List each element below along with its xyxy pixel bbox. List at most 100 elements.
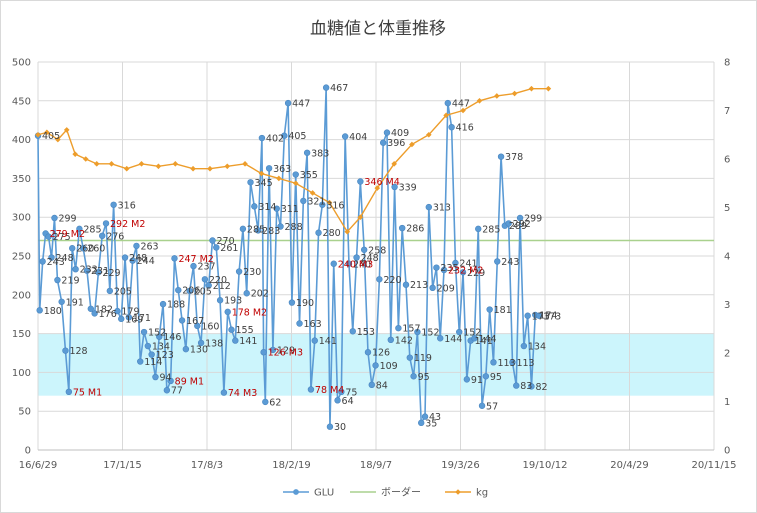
- glu-data-label: 173: [543, 311, 561, 322]
- glu-point: [444, 99, 452, 107]
- glu-point: [99, 232, 106, 240]
- kg-point: [72, 151, 78, 157]
- glu-point: [239, 225, 247, 233]
- y-left-tick-label: 250: [12, 252, 31, 263]
- glu-data-label: 114: [144, 357, 162, 368]
- glu-data-label: 173: [532, 311, 550, 322]
- glu-data-label: 205: [194, 286, 212, 297]
- x-tick-label: 17/8/3: [191, 460, 223, 471]
- kg-point: [224, 163, 231, 170]
- legend-label-kg: kg: [476, 488, 488, 499]
- kg-point: [35, 131, 41, 138]
- y-left-tick-label: 450: [12, 96, 31, 107]
- glu-point: [471, 335, 478, 342]
- glu-data-label: 113: [516, 358, 534, 369]
- glu-point: [45, 233, 52, 240]
- glu-point: [482, 373, 490, 380]
- glu-point: [398, 224, 406, 232]
- glu-point: [505, 220, 512, 227]
- glu-data-label: 260: [87, 244, 105, 255]
- kg-point: [55, 136, 61, 143]
- glu-data-label: 94: [159, 373, 171, 384]
- glu-point: [303, 149, 311, 156]
- glu-point: [144, 342, 152, 350]
- kg-point: [93, 161, 100, 167]
- y-right-tick-label: 1: [724, 397, 730, 408]
- glu-point: [163, 387, 171, 394]
- legend-point-glu: [293, 489, 299, 495]
- glu-annotation-label: 78 M4: [315, 385, 344, 396]
- glu-data-label: 248: [56, 253, 74, 264]
- y-left-tick-label: 0: [25, 446, 31, 457]
- glu-data-label: 113: [497, 358, 515, 369]
- glu-point: [516, 214, 524, 222]
- glu-point: [376, 276, 383, 283]
- glu-data-label: 193: [224, 296, 242, 307]
- glu-data-label: 299: [524, 213, 542, 224]
- glu-data-label: 233: [80, 265, 98, 276]
- glu-point: [220, 389, 228, 396]
- glu-point: [39, 258, 46, 265]
- glu-data-label: 263: [140, 241, 158, 252]
- glu-data-label: 416: [456, 123, 474, 134]
- glu-point: [269, 346, 277, 354]
- glu-point: [429, 284, 436, 292]
- glu-annotation-label: 346 M4: [364, 177, 399, 188]
- glu-point: [260, 349, 267, 356]
- glu-data-label: 35: [425, 418, 437, 429]
- glu-point: [364, 349, 372, 356]
- glu-point: [360, 246, 368, 253]
- y-right-tick-label: 7: [724, 106, 730, 117]
- glu-point: [535, 312, 543, 319]
- glu-data-label: 355: [300, 170, 318, 181]
- x-tick-label: 19/3/26: [441, 460, 480, 471]
- glu-point: [387, 336, 394, 344]
- glu-data-label: 285: [83, 224, 101, 235]
- kg-point: [309, 190, 316, 196]
- glu-point: [186, 287, 193, 295]
- glu-data-label: 345: [255, 178, 273, 189]
- glu-data-label: 299: [58, 213, 76, 224]
- glu-data-label: 378: [505, 152, 523, 163]
- glu-data-label: 313: [433, 203, 451, 214]
- kg-point: [528, 85, 535, 92]
- glu-point: [433, 264, 440, 271]
- glu-point: [156, 333, 163, 340]
- glu-data-label: 182: [95, 304, 113, 315]
- glu-point: [197, 339, 205, 347]
- y-right-tick-label: 0: [724, 446, 730, 457]
- glu-data-label: 141: [475, 336, 493, 347]
- kg-point: [172, 161, 179, 167]
- glu-data-label: 339: [399, 182, 417, 193]
- legend-label-border: ボーダー: [381, 486, 421, 499]
- glu-data-label: 180: [44, 306, 62, 317]
- glu-data-label: 141: [319, 336, 337, 347]
- glu-data-label: 244: [137, 256, 155, 267]
- glu-data-label: 276: [106, 231, 124, 242]
- glu-data-label: 243: [47, 257, 65, 268]
- glu-point: [315, 229, 322, 236]
- glu-point: [167, 377, 174, 385]
- glu-point: [383, 129, 391, 136]
- glu-data-label: 270: [216, 236, 234, 247]
- glu-point: [121, 254, 129, 261]
- axes-layer: 0501001502002503003504004505000123456781…: [12, 58, 737, 472]
- glu-point: [437, 335, 444, 342]
- data-label-layer: 4051802432752482992191911282602332852602…: [42, 83, 561, 433]
- glu-data-label: 160: [201, 321, 219, 332]
- glu-point: [497, 153, 505, 160]
- glu-point: [406, 354, 413, 361]
- glu-data-label: 43: [429, 412, 441, 423]
- glu-data-label: 205: [114, 286, 132, 297]
- glu-data-label: 212: [213, 281, 231, 292]
- kg-series-layer: [35, 85, 552, 235]
- glu-point: [178, 317, 186, 324]
- glu-point: [69, 245, 76, 252]
- glu-point: [243, 290, 250, 297]
- glu-point: [372, 362, 379, 369]
- glu-point: [410, 373, 417, 380]
- glu-data-label: 152: [148, 328, 166, 339]
- y-left-tick-label: 300: [12, 213, 31, 224]
- glu-data-label: 237: [197, 262, 215, 273]
